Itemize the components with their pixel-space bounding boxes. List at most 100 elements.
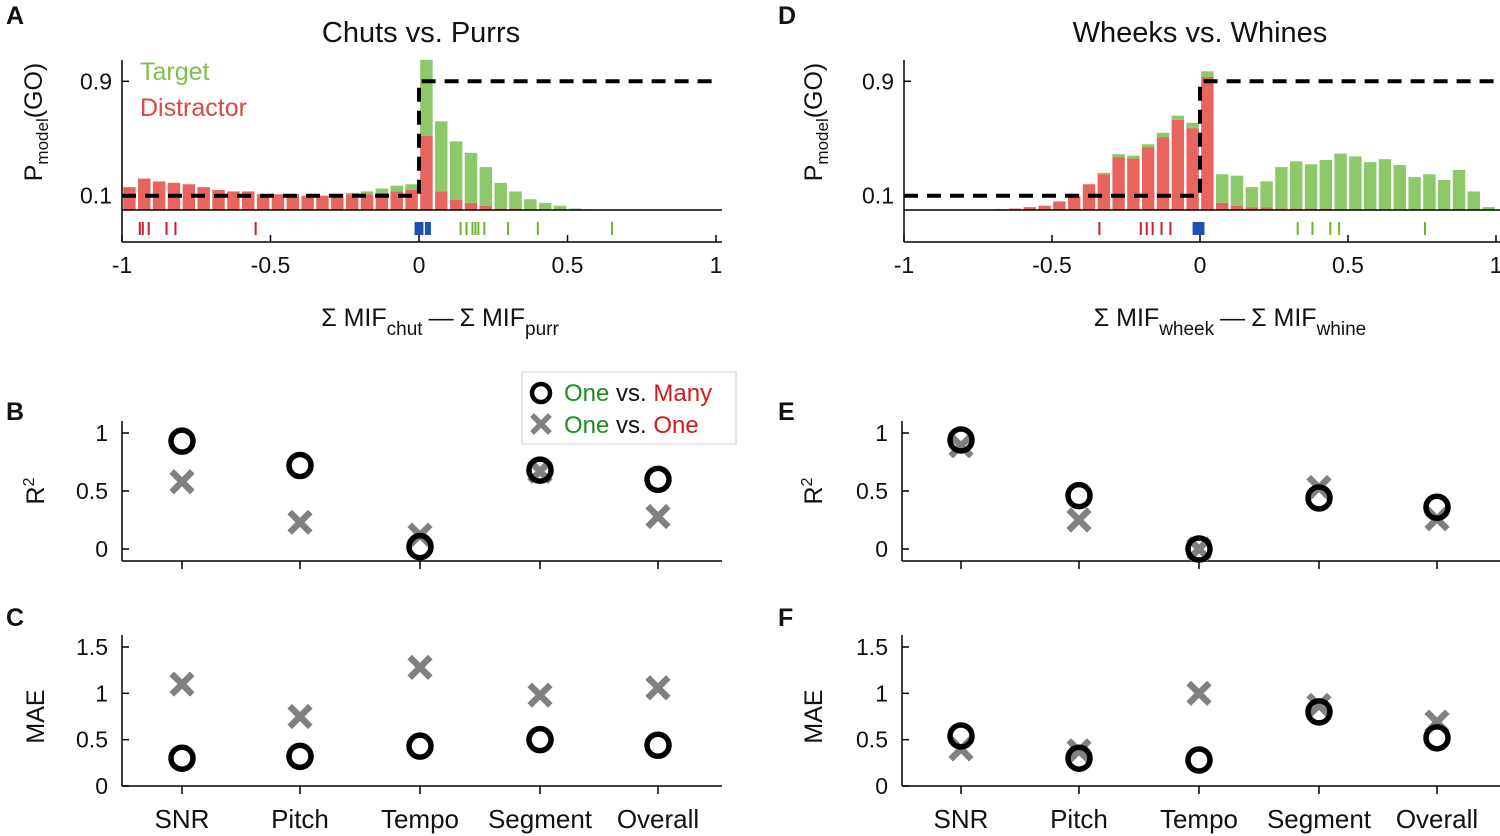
ylabel-tail-d: (GO) xyxy=(800,63,828,119)
legend-distractor: Distractor xyxy=(140,94,247,122)
bar-distractor xyxy=(1068,195,1081,210)
marker-circle xyxy=(644,465,672,494)
y-axis-label: R2 xyxy=(21,477,50,504)
bar-distractor xyxy=(331,195,344,210)
cross-stroke xyxy=(1066,507,1092,533)
x-tick-label: -1 xyxy=(894,252,914,278)
x-tick-label: -1 xyxy=(112,252,132,278)
y-tick-label: 0 xyxy=(875,536,888,562)
marker-circle xyxy=(526,456,554,484)
bar-target xyxy=(479,167,493,206)
category-label: Overall xyxy=(617,804,699,834)
marker-circle xyxy=(1185,746,1213,774)
bar-target xyxy=(435,121,448,192)
scatter-chart-e: 0 0.5 1 R2 xyxy=(799,420,1500,569)
bar-target xyxy=(375,188,389,193)
bar-target xyxy=(494,182,507,209)
bar-distractor xyxy=(1260,207,1273,210)
cross-stroke xyxy=(407,654,433,680)
category-label: Pitch xyxy=(1050,804,1108,834)
bar-target xyxy=(1171,115,1184,120)
bar-target xyxy=(390,185,403,192)
bar-target xyxy=(1408,177,1421,210)
marker-circle xyxy=(947,722,975,750)
bar-distractor xyxy=(1230,205,1244,210)
cross-stroke xyxy=(645,675,671,701)
category-label: SNR xyxy=(155,804,210,834)
bar-distractor xyxy=(1023,207,1036,210)
chart-title-d: Wheeks vs. Whines xyxy=(1073,17,1328,49)
marker-circle xyxy=(286,451,314,480)
bar-target xyxy=(1260,181,1273,208)
bar-target xyxy=(1216,174,1229,203)
y-tick-label: 1 xyxy=(95,420,108,446)
category-label: Tempo xyxy=(381,804,459,834)
bar-target xyxy=(345,192,359,195)
scatter-chart-f: 0 0.5 1 1.5 SNR Pitch Tempo Segment Overall MAE xyxy=(800,634,1500,834)
bar-target xyxy=(553,205,567,210)
histogram-chart-d: Wheeks vs. Whines 0.1 0.9 -1 -0.5 0 0.5 1 Pmod… xyxy=(800,17,1500,340)
bar-distractor xyxy=(227,191,240,210)
marker-cross xyxy=(169,671,195,697)
bar-target xyxy=(539,202,552,210)
bar-distractor xyxy=(345,194,359,210)
ylabel-tail-a: (GO) xyxy=(20,63,48,119)
scatter-chart-c: 0 0.5 1 1.5 SNR Pitch Tempo Segment Overall MAE xyxy=(22,634,722,834)
y-tick-label: 0.5 xyxy=(76,478,108,504)
cross-stroke xyxy=(1186,536,1212,562)
y-axis-label-a: Pmodel(GO) xyxy=(20,63,52,182)
bar-distractor xyxy=(286,194,299,210)
panel-label-f: F xyxy=(778,604,793,632)
bar-target xyxy=(464,152,478,203)
bar-target xyxy=(1364,162,1377,210)
marker-circle xyxy=(1305,484,1333,512)
category-label: Tempo xyxy=(1160,804,1238,834)
bar-distractor xyxy=(138,178,151,210)
bar-target xyxy=(1097,172,1110,175)
cross-stroke xyxy=(287,703,313,730)
panel-label-e: E xyxy=(778,398,795,426)
y-axis-label: R2 xyxy=(799,477,828,504)
bar-distractor xyxy=(271,194,285,210)
cross-stroke xyxy=(527,682,553,708)
bar-distractor xyxy=(152,181,166,210)
panel-label-d: D xyxy=(778,2,796,30)
bar-target xyxy=(1156,132,1170,138)
cross-stroke xyxy=(1186,680,1212,706)
x-tick-label: 0 xyxy=(1194,252,1207,278)
marker-circle xyxy=(1423,493,1451,521)
bar-distractor xyxy=(1156,137,1170,210)
bar-target xyxy=(1186,122,1199,129)
marker-circle xyxy=(1065,481,1093,510)
bar-target xyxy=(1112,154,1125,158)
marker-cross xyxy=(1186,680,1212,706)
scatter-chart-b: 0 0.5 1 R2 xyxy=(21,420,722,569)
bar-distractor xyxy=(1053,201,1066,210)
y-tick-label: 1.5 xyxy=(856,634,888,660)
bar-distractor xyxy=(479,205,493,210)
model-legend-frame xyxy=(521,371,737,445)
bar-distractor xyxy=(435,191,448,210)
x-tick-label: 0 xyxy=(413,252,426,278)
bar-target xyxy=(1393,164,1406,210)
bar-target xyxy=(1127,155,1140,159)
x-tick-label: -0.5 xyxy=(1032,252,1072,278)
sample-ticks-a xyxy=(138,222,614,235)
marker-circle xyxy=(1423,724,1451,752)
bar-distractor xyxy=(182,184,196,210)
ylabel-main-a: P xyxy=(20,165,48,182)
x-tick-label: 1 xyxy=(710,252,723,278)
y-tick-label: 0.5 xyxy=(856,478,888,504)
histogram-chart-a: Chuts vs. Purrs 0.1 0.9 -1 -0.5 0 0.5 1 Pmodel… xyxy=(20,17,722,340)
bar-distractor xyxy=(360,194,374,210)
bar-distractor xyxy=(464,202,478,210)
bars-d xyxy=(904,71,1496,210)
bar-target xyxy=(1304,164,1318,209)
marker-circle xyxy=(1065,744,1093,772)
y-tick-label: 1.5 xyxy=(76,634,108,660)
y-tick-label: 1 xyxy=(875,680,888,706)
marker-cross xyxy=(1066,738,1092,764)
marker-circle xyxy=(406,732,434,760)
bar-target xyxy=(1334,153,1347,210)
y-tick-label: 0.5 xyxy=(856,727,888,753)
